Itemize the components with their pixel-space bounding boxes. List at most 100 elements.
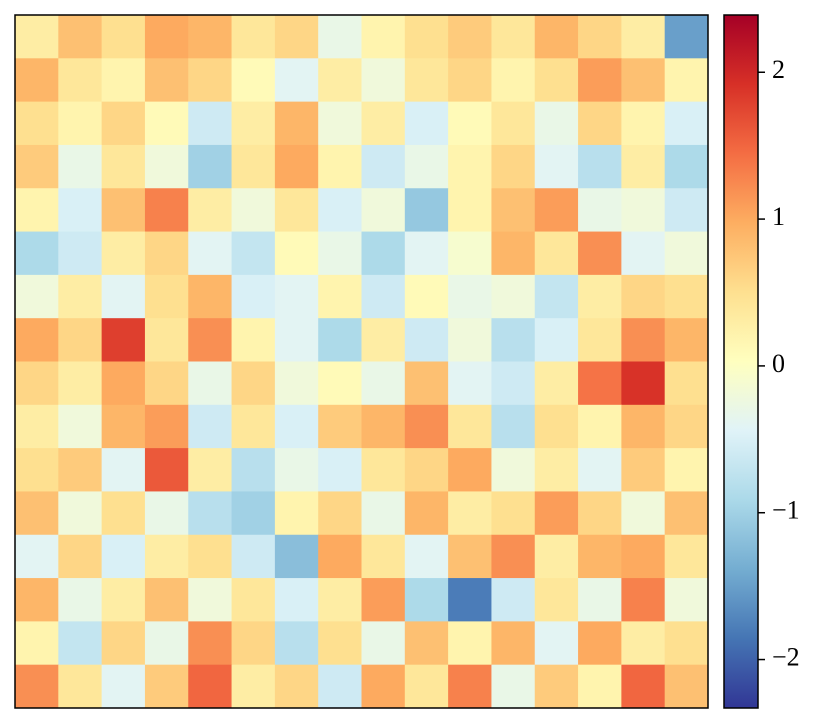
heatmap-cell: [621, 361, 666, 406]
heatmap-cell: [578, 534, 622, 579]
heatmap-cell: [188, 58, 233, 103]
heatmap-cell: [621, 578, 666, 622]
heatmap-cell: [491, 361, 536, 406]
heatmap-cell: [188, 318, 233, 362]
heatmap-cell: [664, 144, 709, 189]
heatmap-cell: [101, 621, 146, 666]
heatmap-cell: [274, 664, 319, 709]
heatmap-cell: [404, 491, 449, 536]
heatmap-cell: [404, 361, 449, 406]
heatmap-cell: [144, 534, 189, 579]
heatmap-cell: [58, 318, 103, 362]
heatmap-cell: [621, 101, 666, 146]
heatmap-cell: [578, 404, 622, 449]
colorbar-tick-label: −2: [772, 643, 800, 672]
heatmap-cell: [15, 144, 59, 189]
heatmap-cell: [361, 664, 406, 709]
heatmap-cell: [318, 274, 362, 319]
heatmap-cell: [361, 448, 406, 492]
heatmap-cell: [621, 404, 666, 449]
heatmap-cell: [274, 361, 319, 406]
heatmap-cell: [578, 318, 622, 362]
heatmap-cell: [621, 491, 666, 536]
heatmap-cell: [318, 58, 362, 103]
heatmap-cell: [58, 144, 103, 189]
heatmap-cell: [664, 318, 709, 362]
colorbar: [723, 14, 759, 709]
heatmap-cell: [578, 448, 622, 492]
heatmap-cell: [144, 621, 189, 666]
heatmap-cell: [188, 144, 233, 189]
heatmap-cell: [231, 144, 276, 189]
heatmap-cell: [621, 274, 666, 319]
heatmap-cell: [404, 448, 449, 492]
heatmap-cell: [491, 578, 536, 622]
heatmap-cell: [534, 188, 579, 233]
heatmap-cell: [448, 448, 492, 492]
heatmap-cell: [274, 231, 319, 276]
heatmap-cell: [58, 621, 103, 666]
heatmap-cell: [15, 274, 59, 319]
heatmap-cell: [578, 621, 622, 666]
heatmap-cell: [101, 491, 146, 536]
heatmap-cell: [491, 404, 536, 449]
heatmap-cell: [361, 15, 406, 59]
heatmap-cell: [404, 15, 449, 59]
heatmap-cell: [578, 101, 622, 146]
heatmap-cell: [15, 318, 59, 362]
heatmap-cell: [188, 274, 233, 319]
heatmap-cell: [534, 404, 579, 449]
heatmap-cell: [361, 231, 406, 276]
heatmap-cell: [448, 231, 492, 276]
heatmap-cell: [15, 578, 59, 622]
heatmap-cell: [15, 15, 59, 59]
heatmap-cell: [231, 188, 276, 233]
heatmap-cell: [491, 664, 536, 709]
heatmap-cell: [664, 534, 709, 579]
heatmap-cell: [621, 664, 666, 709]
heatmap-cell: [578, 144, 622, 189]
heatmap-cell: [361, 274, 406, 319]
heatmap-cell: [144, 318, 189, 362]
heatmap-cell: [101, 448, 146, 492]
heatmap-cell: [361, 578, 406, 622]
heatmap-cell: [101, 15, 146, 59]
heatmap-cell: [274, 534, 319, 579]
heatmap-cell: [664, 274, 709, 319]
heatmap-cell: [58, 491, 103, 536]
heatmap-cell: [664, 188, 709, 233]
heatmap-cell: [448, 318, 492, 362]
heatmap-cell: [101, 361, 146, 406]
heatmap-cell: [361, 361, 406, 406]
heatmap-cell: [318, 144, 362, 189]
heatmap-cell: [188, 361, 233, 406]
heatmap-cell: [491, 101, 536, 146]
heatmap-cell: [274, 318, 319, 362]
heatmap-cell: [404, 188, 449, 233]
heatmap-cell: [144, 448, 189, 492]
heatmap-cell: [318, 664, 362, 709]
heatmap-cell: [361, 404, 406, 449]
heatmap-cell: [578, 361, 622, 406]
heatmap-cell: [621, 144, 666, 189]
heatmap-cell: [448, 491, 492, 536]
heatmap-cell: [58, 15, 103, 59]
heatmap-cell: [274, 404, 319, 449]
heatmap-cell: [491, 15, 536, 59]
heatmap-cell: [231, 361, 276, 406]
heatmap-cell: [664, 101, 709, 146]
heatmap-cell: [144, 664, 189, 709]
heatmap-cell: [101, 58, 146, 103]
heatmap-cell: [188, 448, 233, 492]
heatmap-cell: [448, 621, 492, 666]
heatmap-cell: [621, 318, 666, 362]
heatmap-cell: [578, 664, 622, 709]
heatmap-cell: [361, 188, 406, 233]
heatmap-cell: [664, 578, 709, 622]
heatmap-cell: [58, 448, 103, 492]
heatmap-cell: [664, 448, 709, 492]
heatmap-cell: [491, 274, 536, 319]
heatmap-cell: [578, 231, 622, 276]
heatmap-cell: [318, 621, 362, 666]
